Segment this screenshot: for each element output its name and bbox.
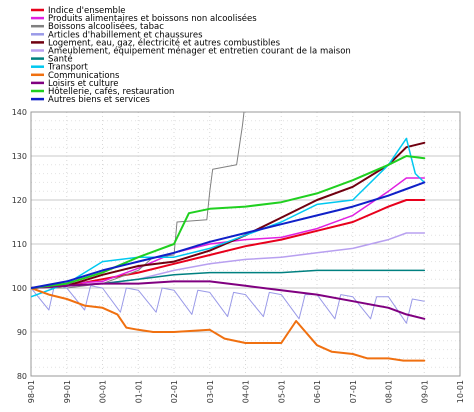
legend-label: Loisirs et culture <box>48 79 119 89</box>
y-tick-label: 110 <box>12 240 27 249</box>
legend-label: Ameublement, équipement ménager et entre… <box>48 46 351 57</box>
legend-label: Santé <box>48 54 73 65</box>
legend-label: Indice d'ensemble <box>48 6 126 16</box>
x-tick-label: 08-01 <box>385 380 394 403</box>
series-line-4 <box>31 283 425 324</box>
legend-label: Autres biens et services <box>48 95 150 105</box>
y-tick-label: 130 <box>12 152 27 161</box>
y-tick-label: 90 <box>17 328 27 337</box>
legend-label: Articles d'habillement et chaussures <box>48 30 203 40</box>
legend-label: Hôtellerie, cafés, restauration <box>48 86 174 97</box>
y-tick-label: 100 <box>12 284 27 293</box>
y-tick-label: 120 <box>12 196 27 205</box>
legend-label: Produits alimentaires et boissons non al… <box>48 13 257 24</box>
x-tick-label: 99-01 <box>63 380 72 403</box>
series-line-11 <box>31 155 426 289</box>
x-tick-label: 03-01 <box>206 380 215 403</box>
plot-frame <box>30 111 461 377</box>
x-tick-label: 06-01 <box>313 380 322 403</box>
y-tick-label: 80 <box>17 372 27 381</box>
series-line-9 <box>31 287 426 362</box>
legend-label: Transport <box>47 63 89 73</box>
y-tick-label: 140 <box>12 108 27 117</box>
x-tick-label: 07-01 <box>349 380 358 403</box>
x-tick-label: 10-01 <box>456 380 465 403</box>
x-tick-label: 00-01 <box>99 380 108 403</box>
legend-label: Logement, eau, gaz, électricité et autre… <box>48 37 281 48</box>
x-tick-label: 09-01 <box>420 380 429 403</box>
axes: 80 90 100 110 120 130 140 98-01 99-01 00-01 01-01 0… <box>12 108 465 403</box>
x-tick-label: 01-01 <box>134 380 143 403</box>
series-line-12 <box>31 181 426 289</box>
legend-label: Boissons alcoolisées, tabac <box>48 21 164 32</box>
x-tick-label: 02-01 <box>170 380 179 403</box>
series-line-1 <box>31 199 426 289</box>
x-tick-label: 05-01 <box>277 380 286 403</box>
x-tick-label: 04-01 <box>242 380 251 403</box>
x-tick-label: 98-01 <box>27 380 36 403</box>
series-lines <box>31 112 426 362</box>
series-line-10 <box>31 280 426 320</box>
legend-label: Communications <box>48 71 120 81</box>
series-line-2 <box>31 177 426 289</box>
